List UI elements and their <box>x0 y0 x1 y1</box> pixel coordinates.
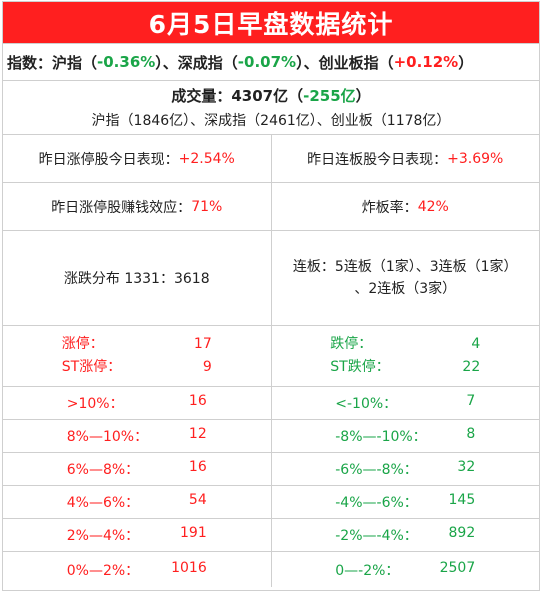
band-down-cell: 0—-2%： 2507 <box>270 552 540 587</box>
sh-index-change: -0.36% <box>97 53 156 71</box>
volume-summary: 成交量：4307亿（-255亿） 沪指（1846亿）、深成指（2461亿）、创业… <box>3 80 539 134</box>
updown-distribution: 涨跌分布 1331：3618 <box>63 271 210 287</box>
money-effect: 昨日涨停股赚钱效应： 71% <box>3 183 271 230</box>
st-limit-down-line: ST跌停： 22 <box>330 356 480 379</box>
limit-down-label: 跌停： <box>330 336 373 352</box>
band-up-label: 6%—8%： <box>66 462 140 478</box>
band-row: 6%—8%： 16 -6%—-8%： 32 <box>3 452 539 485</box>
band-down-label: <-10%： <box>335 396 398 412</box>
money-row: 昨日涨停股赚钱效应： 71% 炸板率： 42% <box>3 182 539 230</box>
band-up-label: 2%—4%： <box>66 528 140 544</box>
band-up-cell: 0%—2%： 1016 <box>3 552 271 587</box>
band-up-value: 12 <box>188 426 207 442</box>
limit-row: 涨停： 17 ST涨停： 9 跌停： 4 ST跌停： 22 <box>3 325 539 386</box>
limit-down-line: 跌停： 4 <box>330 333 480 356</box>
band-down-cell: -4%—-6%： 145 <box>270 486 540 518</box>
volume-change: -255亿 <box>303 87 356 105</box>
band-down-value: 892 <box>448 525 476 541</box>
limit-down-cell: 跌停： 4 ST跌停： 22 <box>270 326 540 386</box>
band-down-cell: -2%—-4%： 892 <box>270 519 540 551</box>
band-up-label: >10%： <box>66 396 124 412</box>
volume-breakdown: 沪指（1846亿）、深成指（2461亿）、创业板（1178亿） <box>91 113 451 129</box>
break-rate-label: 炸板率： <box>361 199 418 216</box>
band-down-value: 32 <box>457 459 476 475</box>
performance-row: 昨日涨停股今日表现： +2.54% 昨日连板股今日表现： +3.69% <box>3 134 539 182</box>
band-down-cell: -6%—-8%： 32 <box>270 453 540 485</box>
lianban-line-1: 连板：5连板（1家）、3连板（1家） <box>292 259 518 275</box>
index-summary: 指数：沪指（ -0.36% ）、深成指（ -0.07% ）、创业板指（ +0.12%） <box>3 43 539 80</box>
band-down-value: 145 <box>448 492 476 508</box>
band-row: 2%—4%： 191 -2%—-4%： 892 <box>3 518 539 551</box>
band-down-label: -6%—-8%： <box>335 462 418 478</box>
index-suffix: ） <box>458 53 474 72</box>
band-up-value: 1016 <box>171 559 207 576</box>
band-row: 0%—2%： 1016 0—-2%： 2507 <box>3 551 539 587</box>
band-up-cell: >10%： 16 <box>3 387 271 419</box>
zt-performance: 昨日涨停股今日表现： +2.54% <box>3 135 271 182</box>
sz-index-change: -0.07% <box>237 53 297 71</box>
band-up-value: 16 <box>188 393 207 409</box>
page-title: 6月5日早盘数据统计 <box>3 2 539 43</box>
break-rate-value: 42% <box>417 198 449 215</box>
volume-close: ） <box>355 87 371 105</box>
band-down-label: -8%—-10%： <box>335 429 427 445</box>
volume-total: 成交量：4307亿（-255亿） <box>171 85 370 106</box>
lianban-line-2: 、2连板（3家） <box>354 281 457 297</box>
band-up-value: 54 <box>188 492 207 508</box>
zt-performance-label: 昨日涨停股今日表现： <box>38 151 179 168</box>
limit-up-label: 涨停： <box>61 336 104 352</box>
band-down-label: -4%—-6%： <box>335 495 418 511</box>
money-effect-label: 昨日涨停股赚钱效应： <box>51 199 192 216</box>
lianban-summary: 连板：5连板（1家）、3连板（1家） 、2连板（3家） <box>270 231 540 325</box>
band-down-value: 7 <box>466 393 476 409</box>
band-down-label: 0—-2%： <box>335 562 400 579</box>
limit-up-cell: 涨停： 17 ST涨停： 9 <box>3 326 271 386</box>
band-down-value: 8 <box>466 426 476 442</box>
band-down-cell: <-10%： 7 <box>270 387 540 419</box>
lb-performance: 昨日连板股今日表现： +3.69% <box>270 135 540 182</box>
limit-up-value: 17 <box>193 336 212 352</box>
distribution-row: 涨跌分布 1331：3618 连板：5连板（1家）、3连板（1家） 、2连板（3… <box>3 230 539 325</box>
band-row: 4%—6%： 54 -4%—-6%： 145 <box>3 485 539 518</box>
index-sep-1: ）、深成指（ <box>155 53 238 72</box>
cy-index-change: +0.12% <box>393 53 459 71</box>
break-rate: 炸板率： 42% <box>270 183 540 230</box>
band-up-value: 191 <box>180 525 207 541</box>
st-limit-down-label: ST跌停： <box>330 359 390 375</box>
index-sep-2: ）、创业板指（ <box>296 53 394 72</box>
band-up-cell: 2%—4%： 191 <box>3 519 271 551</box>
band-up-value: 16 <box>188 459 207 475</box>
band-up-cell: 4%—6%： 54 <box>3 486 271 518</box>
volume-label: 成交量：4307亿（ <box>171 87 304 105</box>
index-prefix: 指数：沪指（ <box>7 53 98 72</box>
st-limit-up-label: ST涨停： <box>61 359 122 375</box>
lb-performance-value: +3.69% <box>447 150 504 167</box>
lb-performance-label: 昨日连板股今日表现： <box>307 151 448 168</box>
limit-up-line: 涨停： 17 <box>62 333 212 356</box>
band-down-value: 2507 <box>439 559 476 576</box>
band-up-cell: 8%—10%： 12 <box>3 420 271 452</box>
st-limit-down-value: 22 <box>462 359 481 375</box>
band-row: >10%： 16 <-10%： 7 <box>3 386 539 419</box>
band-up-label: 4%—6%： <box>66 495 140 511</box>
money-effect-value: 71% <box>191 198 223 215</box>
zt-performance-value: +2.54% <box>178 150 235 167</box>
limit-down-value: 4 <box>471 336 481 352</box>
band-down-cell: -8%—-10%： 8 <box>270 420 540 452</box>
band-down-label: -2%—-4%： <box>335 528 418 544</box>
band-up-label: 8%—10%： <box>66 429 149 445</box>
band-row: 8%—10%： 12 -8%—-10%： 8 <box>3 419 539 452</box>
band-up-cell: 6%—8%： 16 <box>3 453 271 485</box>
band-up-label: 0%—2%： <box>66 562 140 579</box>
st-limit-up-value: 9 <box>202 359 212 375</box>
st-limit-up-line: ST涨停： 9 <box>62 356 212 379</box>
